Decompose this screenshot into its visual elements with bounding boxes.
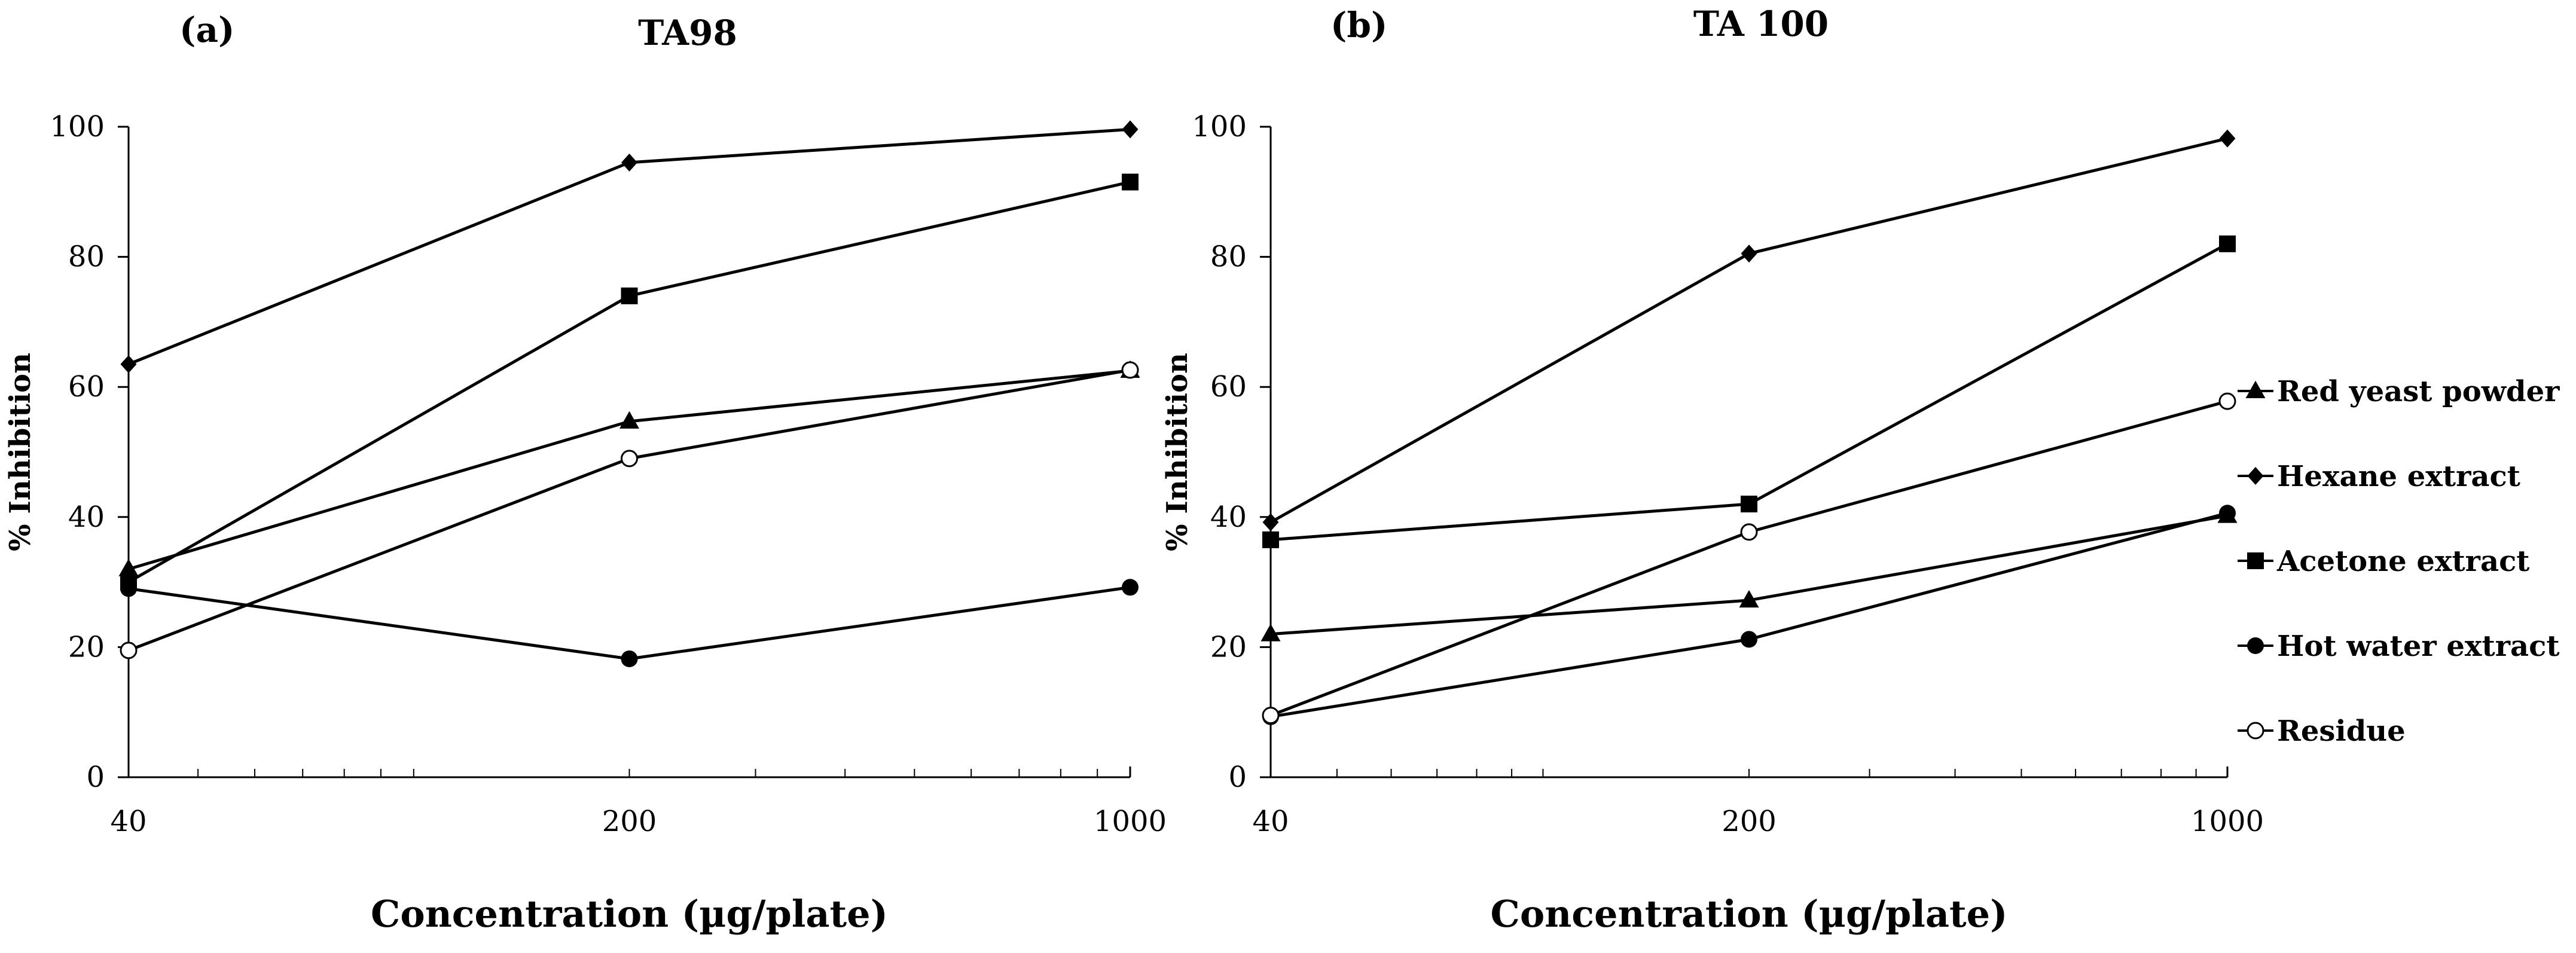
series-residue bbox=[1262, 392, 2236, 725]
legend-label: Hexane extract bbox=[2277, 460, 2520, 493]
legend-item: Hot water extract bbox=[2238, 630, 2560, 663]
data-point bbox=[621, 650, 638, 667]
data-point bbox=[621, 153, 637, 172]
x-axis-label: Concentration (µg/plate) bbox=[1491, 892, 2008, 936]
series-line bbox=[127, 181, 1131, 584]
data-point bbox=[1741, 245, 1757, 263]
y-axis-label: % Inhibition bbox=[1161, 353, 1194, 551]
data-point bbox=[1122, 579, 1139, 596]
series-line bbox=[1270, 242, 2229, 542]
x-tick-label: 1000 bbox=[1094, 805, 1167, 838]
data-point bbox=[1741, 631, 1757, 648]
series-acetone-extract bbox=[120, 173, 1139, 591]
data-point bbox=[2219, 129, 2236, 148]
data-point bbox=[619, 411, 639, 429]
panel-label: (b) bbox=[1330, 5, 1387, 45]
y-tick-label: 100 bbox=[1192, 110, 1247, 143]
y-tick-label: 40 bbox=[1210, 500, 1247, 534]
legend-item: Red yeast powder bbox=[2238, 375, 2560, 408]
legend-label: Residue bbox=[2277, 714, 2406, 748]
series-hot-water-extract bbox=[120, 579, 1139, 667]
series-residue bbox=[120, 361, 1139, 659]
data-point bbox=[1122, 120, 1139, 139]
y-tick-label: 60 bbox=[1210, 370, 1247, 404]
chart-title: TA98 bbox=[638, 13, 737, 53]
series-acetone-extract bbox=[1262, 235, 2236, 548]
y-axis-label: % Inhibition bbox=[4, 353, 37, 551]
data-point bbox=[118, 558, 139, 576]
chart-panel-b: 0 20 40 60 80 100 40 200 1000 (b) TA 100 % Inhibiti… bbox=[1161, 4, 2560, 936]
series-line bbox=[128, 369, 1131, 571]
series-hexane-extract bbox=[1262, 129, 2236, 532]
y-tick-label: 60 bbox=[68, 370, 105, 404]
data-point bbox=[621, 287, 638, 304]
legend-label: Hot water extract bbox=[2277, 630, 2560, 663]
data-point bbox=[1739, 589, 1759, 608]
series-line bbox=[1269, 137, 2228, 524]
x-tick-label: 1000 bbox=[2191, 805, 2264, 838]
data-point bbox=[1262, 531, 1279, 548]
legend-item: Hexane extract bbox=[2238, 460, 2520, 493]
data-point bbox=[1740, 523, 1758, 541]
y-tick-label: 80 bbox=[1210, 240, 1247, 274]
data-point bbox=[2219, 235, 2236, 252]
x-axis-label: Concentration (µg/plate) bbox=[371, 892, 888, 936]
series-red-yeast-powder bbox=[118, 360, 1140, 576]
y-tick-label: 100 bbox=[50, 110, 105, 143]
data-point bbox=[120, 642, 138, 659]
y-tick-label: 20 bbox=[1210, 630, 1247, 664]
data-point bbox=[2218, 392, 2236, 410]
legend-marker bbox=[2247, 552, 2264, 569]
x-tick-label: 200 bbox=[602, 805, 657, 838]
legend-marker bbox=[2247, 467, 2264, 485]
data-point bbox=[1262, 707, 1280, 725]
data-point bbox=[120, 355, 137, 374]
x-tick-label: 40 bbox=[110, 805, 146, 838]
series-line bbox=[1270, 511, 2228, 719]
data-point bbox=[120, 580, 137, 597]
legend-marker bbox=[2245, 380, 2266, 398]
data-point bbox=[2219, 505, 2236, 522]
y-tick-label: 0 bbox=[86, 760, 105, 794]
chart-panel-a: 0 20 40 60 80 100 40 200 1000 (a) TA98 % Inhibition… bbox=[4, 10, 1167, 936]
y-tick-label: 20 bbox=[68, 630, 105, 664]
data-point bbox=[1741, 496, 1757, 513]
chart-title: TA 100 bbox=[1693, 4, 1829, 44]
x-tick-label: 200 bbox=[1722, 805, 1777, 838]
legend-item: Residue bbox=[2238, 714, 2406, 748]
legend-marker bbox=[2247, 637, 2264, 654]
data-point bbox=[1121, 361, 1139, 379]
series-hexane-extract bbox=[120, 120, 1139, 374]
panel-label: (a) bbox=[179, 10, 234, 50]
legend-label: Red yeast powder bbox=[2277, 375, 2560, 408]
legend-label: Acetone extract bbox=[2276, 545, 2529, 578]
data-point bbox=[1262, 513, 1279, 532]
x-tick-label: 40 bbox=[1252, 805, 1289, 838]
legend-marker bbox=[2247, 722, 2264, 740]
data-point bbox=[1122, 173, 1139, 191]
data-point bbox=[1260, 624, 1281, 642]
series-line bbox=[128, 585, 1131, 661]
y-tick-label: 0 bbox=[1228, 760, 1247, 794]
y-tick-label: 40 bbox=[68, 500, 105, 534]
legend: Red yeast powder Hexane extract Acetone ex… bbox=[2238, 375, 2560, 748]
y-tick-label: 80 bbox=[68, 240, 105, 274]
series-line bbox=[1270, 399, 2228, 717]
legend-item: Acetone extract bbox=[2238, 545, 2529, 578]
data-point bbox=[621, 450, 638, 468]
